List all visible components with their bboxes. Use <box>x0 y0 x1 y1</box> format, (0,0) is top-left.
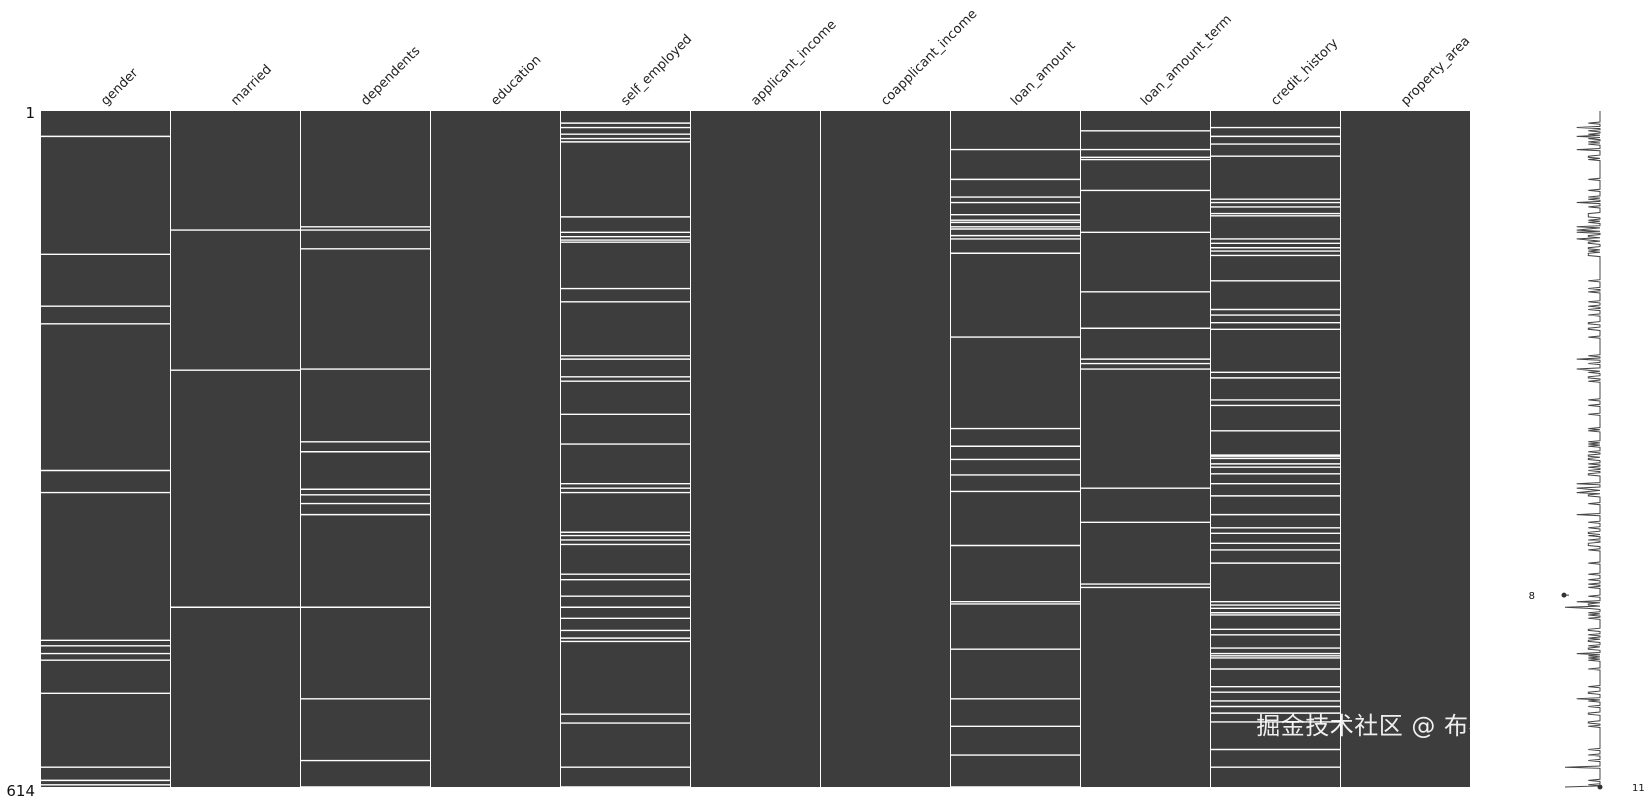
sparkline-max-label: 11 <box>1632 783 1645 794</box>
column-label-applicant_income: applicant_income <box>748 17 839 108</box>
sparkline-path <box>1564 111 1601 788</box>
column-cell-credit_history <box>1211 111 1340 787</box>
column-label-property_area: property_area <box>1398 34 1473 109</box>
row-tick-label-first: 1 <box>25 104 35 122</box>
column-cell-applicant_income <box>691 111 820 787</box>
row-tick-label-last: 614 <box>6 782 35 800</box>
column-cell-coapplicant_income <box>821 111 950 787</box>
column-label-married: married <box>228 62 275 109</box>
column-label-education: education <box>488 53 544 109</box>
column-label-credit_history: credit_history <box>1268 36 1341 109</box>
sparkline-max-marker <box>1597 784 1603 790</box>
completeness-sparkline: 8 11 <box>1529 111 1645 794</box>
column-cell-property_area <box>1341 111 1470 787</box>
column-label-gender: gender <box>98 65 142 109</box>
column-cell-self_employed <box>561 111 690 787</box>
column-labels: gender married dependents education self_emp… <box>98 7 1473 109</box>
column-cell-loan_amount_term <box>1081 111 1210 787</box>
column-cell-gender <box>41 111 170 787</box>
column-cell-dependents <box>301 111 430 787</box>
column-label-loan_amount: loan_amount <box>1008 39 1078 109</box>
column-label-dependents: dependents <box>358 44 423 109</box>
column-cell-married <box>171 111 300 787</box>
sparkline-min-label: 8 <box>1529 591 1535 602</box>
row-labels: 1 614 <box>6 104 35 800</box>
column-label-self_employed: self_employed <box>618 32 695 109</box>
missing-value-lines <box>41 111 1471 788</box>
matrix-cells <box>41 111 1470 787</box>
column-cell-education <box>431 111 560 787</box>
column-cell-loan_amount <box>951 111 1080 787</box>
column-label-loan_amount_term: loan_amount_term <box>1138 12 1235 109</box>
column-label-coapplicant_income: coapplicant_income <box>878 7 980 109</box>
